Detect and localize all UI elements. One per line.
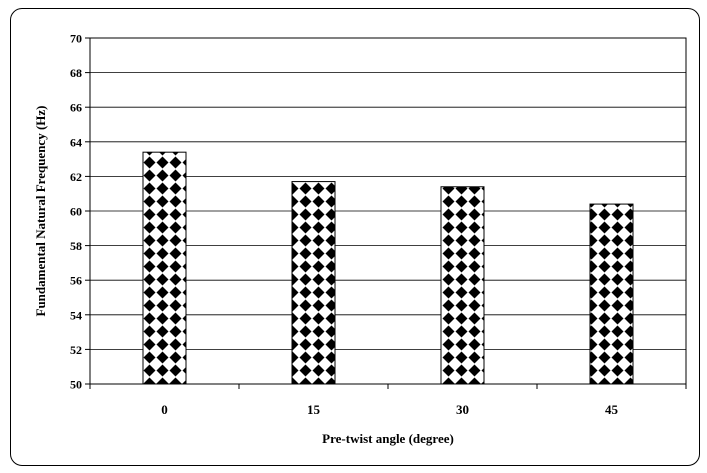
y-axis-title: Fundamental Natural Frequency (Hz) bbox=[33, 106, 48, 317]
tick-labels: 50 52 54 56 58 60 62 64 66 68 70 0 15 30 45 bbox=[70, 32, 619, 418]
y-tick-label: 66 bbox=[70, 101, 82, 115]
y-tick-label: 52 bbox=[70, 343, 82, 357]
y-tick-label: 56 bbox=[70, 274, 82, 288]
y-tick-label: 60 bbox=[70, 205, 82, 219]
y-tick-label: 68 bbox=[70, 66, 82, 80]
bar-0 bbox=[142, 151, 187, 385]
x-axis-title: Pre-twist angle (degree) bbox=[322, 431, 454, 446]
y-tick-label: 54 bbox=[70, 308, 82, 322]
y-tick-label: 64 bbox=[70, 135, 82, 149]
x-tick-label: 45 bbox=[605, 402, 619, 417]
y-tick-label: 70 bbox=[70, 32, 82, 46]
bar-15 bbox=[291, 181, 336, 385]
bar-30 bbox=[440, 186, 485, 385]
bars bbox=[142, 151, 634, 385]
x-tick-label: 15 bbox=[307, 402, 321, 417]
axes bbox=[85, 37, 687, 389]
bar-45 bbox=[589, 203, 634, 385]
x-tick-label: 30 bbox=[456, 402, 469, 417]
chart-frame bbox=[10, 8, 700, 466]
y-tick-label: 50 bbox=[70, 378, 82, 392]
y-tick-label: 58 bbox=[70, 239, 82, 253]
y-tick-label: 62 bbox=[70, 170, 82, 184]
x-tick-label: 0 bbox=[161, 402, 168, 417]
